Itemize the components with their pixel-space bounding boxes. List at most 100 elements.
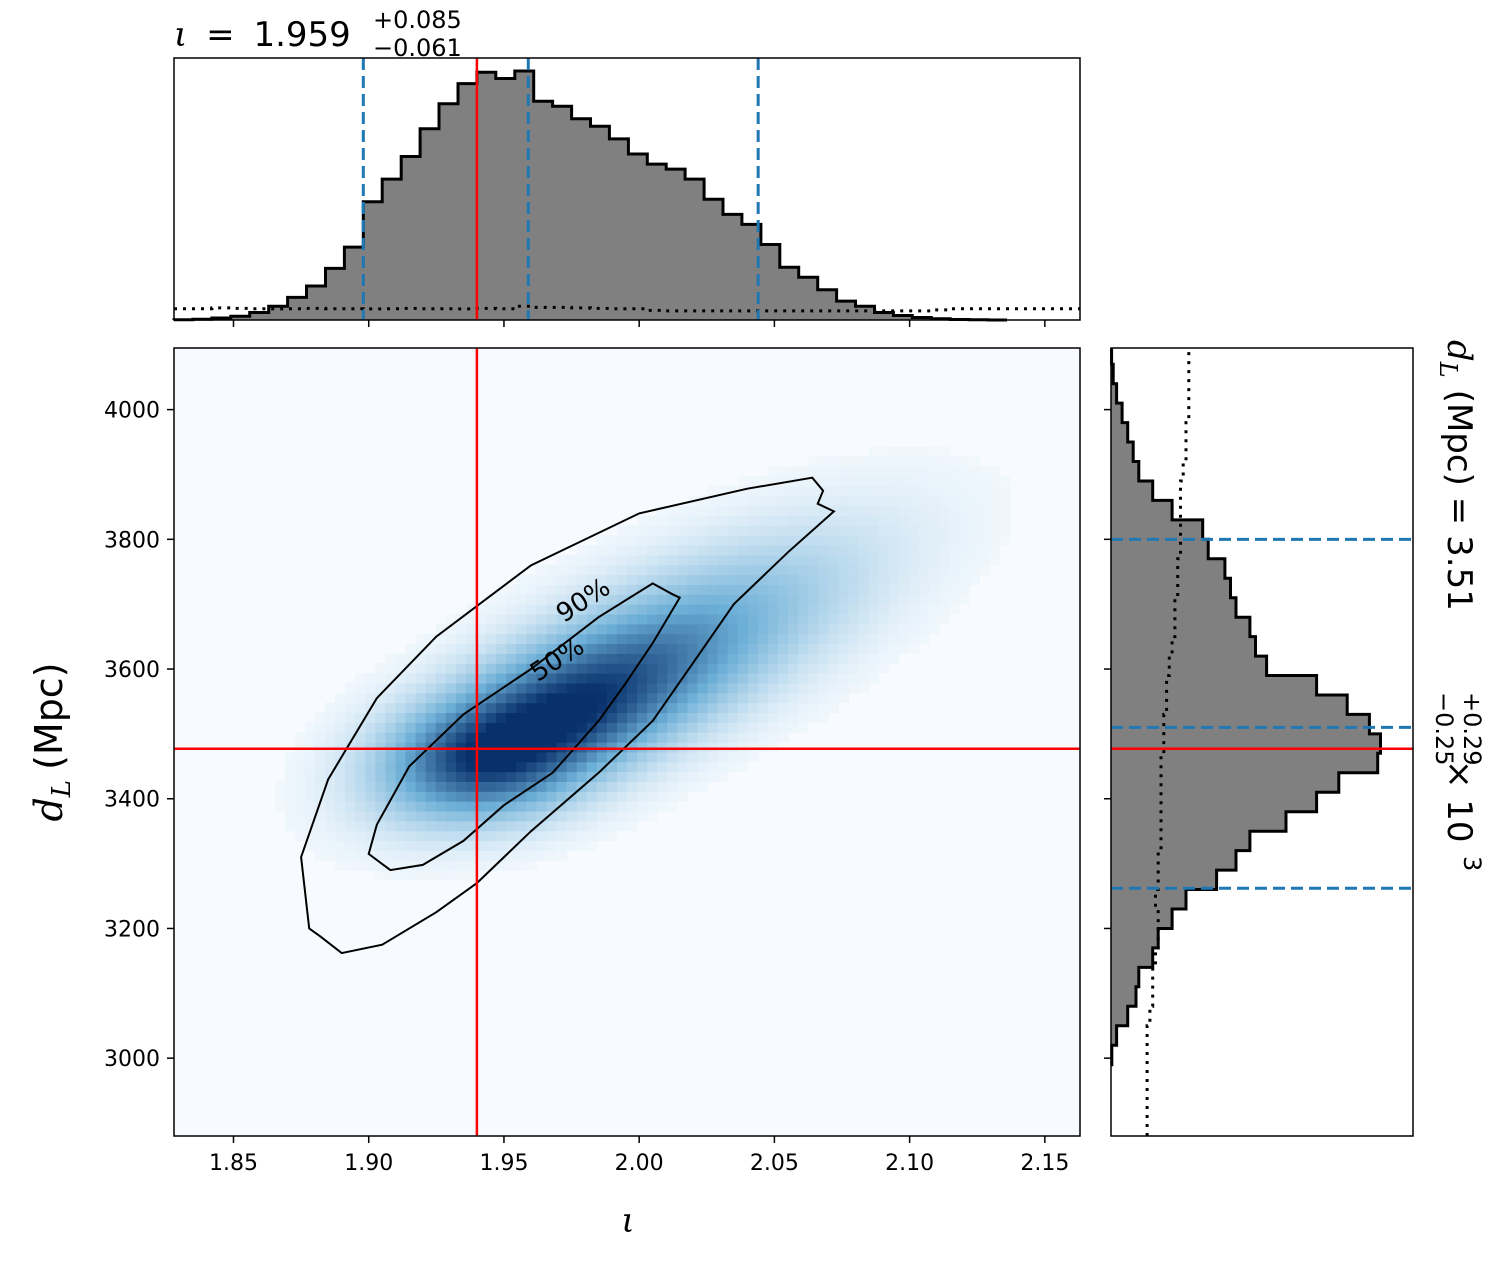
heatmap-cell xyxy=(828,515,839,526)
heatmap-cell xyxy=(616,545,628,556)
heatmap-cell xyxy=(637,525,648,536)
heatmap-cell xyxy=(556,801,568,812)
heatmap-cell xyxy=(747,751,759,763)
heatmap-cell xyxy=(818,663,829,674)
heatmap-cell xyxy=(556,604,568,615)
heatmap-cell xyxy=(385,712,397,723)
heatmap-cell xyxy=(355,840,366,851)
heatmap-cell xyxy=(415,633,427,645)
heatmap-cell xyxy=(455,653,467,664)
heatmap-cell xyxy=(747,505,759,517)
heatmap-cell xyxy=(687,663,699,674)
heatmap-cell xyxy=(868,643,880,654)
heatmap-cell xyxy=(506,613,517,625)
heatmap-cell xyxy=(425,771,437,782)
heatmap-cell xyxy=(395,732,407,743)
heatmap-cell xyxy=(546,781,558,792)
heatmap-cell xyxy=(627,771,638,782)
heatmap-cell xyxy=(939,584,950,595)
heatmap-cell xyxy=(949,574,960,585)
heatmap-cell xyxy=(647,564,658,576)
heatmap-cell xyxy=(848,554,860,566)
x-tick-label: 2.15 xyxy=(1020,1151,1069,1176)
heatmap-cell xyxy=(677,574,688,585)
heatmap-cell xyxy=(415,771,427,782)
contour-50pct xyxy=(367,582,682,872)
heatmap-cell xyxy=(848,466,860,477)
heatmap-cell xyxy=(878,535,890,546)
heatmap-cell xyxy=(455,850,467,861)
heatmap-cell xyxy=(546,604,558,615)
heatmap-cell xyxy=(848,643,860,654)
heatmap-cell xyxy=(536,594,548,605)
heatmap-cell xyxy=(697,692,709,704)
heatmap-cell xyxy=(355,732,366,743)
heatmap-cell xyxy=(556,623,568,635)
heatmap-cell xyxy=(677,692,688,704)
heatmap-cell xyxy=(868,613,880,625)
heatmap-cell xyxy=(637,673,648,684)
heatmap-cell xyxy=(395,860,407,871)
heatmap-cell xyxy=(345,781,356,792)
heatmap-cell xyxy=(757,633,769,645)
heatmap-cell xyxy=(667,653,678,664)
heatmap-cell xyxy=(848,653,860,664)
heatmap-cell xyxy=(808,584,819,595)
heatmap-cell xyxy=(667,554,678,566)
heatmap-cell xyxy=(435,830,447,842)
heatmap-cell xyxy=(486,663,497,674)
heatmap-cell xyxy=(596,830,608,842)
heatmap-cell xyxy=(737,476,749,487)
heatmap-cell xyxy=(506,682,517,694)
heatmap-cell xyxy=(526,673,537,684)
heatmap-cell xyxy=(546,594,558,605)
heatmap-cell xyxy=(455,751,467,763)
heatmap-cell xyxy=(818,466,829,477)
heatmap-cell xyxy=(606,830,618,842)
heatmap-cell xyxy=(576,633,588,645)
heatmap-cell xyxy=(546,692,558,704)
heatmap-cell xyxy=(425,722,437,733)
heatmap-cell xyxy=(808,535,819,546)
heatmap-cell xyxy=(455,801,467,812)
heatmap-cell xyxy=(375,663,386,674)
heatmap-cell xyxy=(516,732,527,743)
heatmap-cell xyxy=(365,742,376,753)
heatmap-cell xyxy=(516,860,527,871)
heatmap-cell xyxy=(335,761,346,773)
heatmap-cell xyxy=(979,564,990,576)
heatmap-cell xyxy=(627,663,638,674)
heatmap-cell xyxy=(506,594,517,605)
heatmap-cell xyxy=(536,810,548,822)
heatmap-cell xyxy=(717,663,729,674)
heatmap-cell xyxy=(445,692,457,704)
heatmap-cell xyxy=(526,751,537,763)
heatmap-cell xyxy=(304,830,316,842)
heatmap-cell xyxy=(616,604,628,615)
heatmap-cell xyxy=(989,535,1001,546)
heatmap-cell xyxy=(878,604,890,615)
heatmap-cell xyxy=(425,791,437,802)
heatmap-cell xyxy=(818,554,829,566)
heatmap-cell xyxy=(486,613,497,625)
heatmap-cell xyxy=(778,545,789,556)
heatmap-cell xyxy=(455,623,467,635)
heatmap-cell xyxy=(486,643,497,654)
heatmap-cell xyxy=(949,505,960,517)
heatmap-cell xyxy=(606,633,618,645)
heatmap-cell xyxy=(566,594,578,605)
heatmap-cell xyxy=(335,702,346,714)
heatmap-cell xyxy=(445,712,457,723)
heatmap-cell xyxy=(647,781,658,792)
heatmap-cell xyxy=(496,663,507,674)
heatmap-cell xyxy=(516,801,527,812)
heatmap-cell xyxy=(757,712,769,723)
heatmap-cell xyxy=(767,613,779,625)
heatmap-cell xyxy=(778,535,789,546)
heatmap-cell xyxy=(667,643,678,654)
heatmap-cell xyxy=(798,604,809,615)
heatmap-cell xyxy=(445,781,457,792)
heatmap-cell xyxy=(939,604,950,615)
heatmap-cell xyxy=(325,830,336,842)
heatmap-cell xyxy=(858,564,870,576)
